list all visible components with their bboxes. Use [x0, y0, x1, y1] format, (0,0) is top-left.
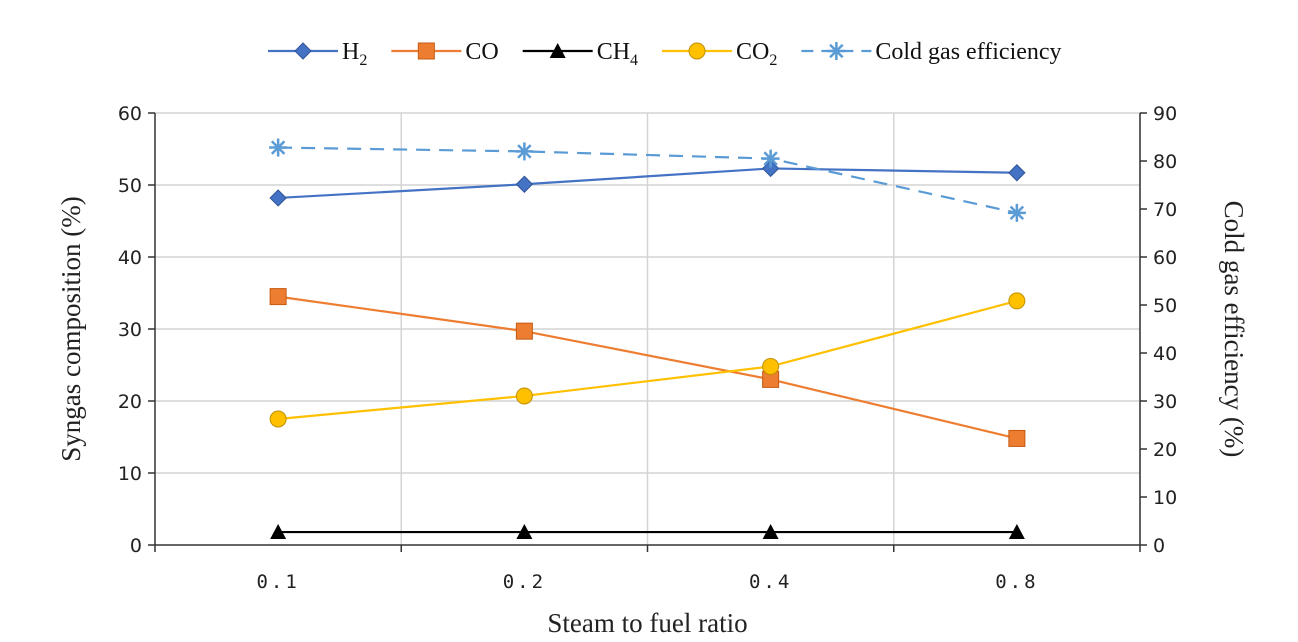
x-tick-label: 0.1 [256, 571, 299, 593]
series-line-h2 [278, 167, 1017, 200]
data-point-circle [762, 357, 780, 375]
y-tick-label: 0 [130, 535, 142, 557]
y2-tick-label: 30 [1153, 391, 1177, 413]
y-axis-title: Syngas composition (%) [56, 196, 86, 461]
y-tick-label: 60 [118, 103, 142, 125]
data-point-diamond [761, 159, 780, 178]
y-tick-label: 50 [118, 175, 142, 197]
data-point-triangle [270, 524, 287, 540]
series-line-co2 [278, 299, 1018, 421]
data-point-asterisk [761, 149, 780, 168]
data-point-circle [269, 410, 287, 428]
data-point-asterisk [515, 142, 534, 161]
legend-label: CO [465, 39, 498, 65]
data-point-triangle [1008, 524, 1025, 540]
data-point-triangle [762, 524, 779, 540]
grid [155, 112, 1141, 545]
legend-label: CO2 [736, 39, 777, 69]
y2-tick-label: 80 [1153, 151, 1177, 173]
y2-tick-label: 20 [1153, 439, 1177, 461]
data-point-circle [515, 387, 533, 405]
x-tick-label: 0.4 [749, 571, 792, 593]
series-line-co [277, 295, 1018, 440]
data-point-diamond [294, 42, 312, 60]
data-point-square [269, 288, 287, 306]
y2-axis-title: Cold gas efficiency (%) [1219, 201, 1249, 458]
data-point-circle [688, 42, 706, 60]
data-point-asterisk [269, 138, 288, 157]
y2-tick-label: 50 [1153, 295, 1177, 317]
y2-tick-label: 60 [1153, 247, 1177, 269]
legend: H2 CO CH4 CO2 Cold gas efficiency [268, 39, 1062, 69]
axes: 0 10 20 30 40 50 60 0 10 20 30 40 50 60 70 80 90 0.1 0.2 0.… [118, 103, 1177, 593]
y-tick-label: 10 [118, 463, 142, 485]
y2-tick-label: 10 [1153, 487, 1177, 509]
data-point-circle [1008, 292, 1026, 310]
x-tick-label: 0.8 [995, 571, 1038, 593]
y-tick-label: 20 [118, 391, 142, 413]
legend-label: Cold gas efficiency [875, 39, 1061, 65]
x-tick-label: 0.2 [503, 571, 546, 593]
data-point-asterisk [827, 42, 846, 60]
legend-label: H2 [342, 39, 367, 69]
plot-area [269, 138, 1026, 540]
y2-tick-label: 70 [1153, 199, 1177, 221]
data-point-diamond [269, 189, 287, 207]
series-line-cold-gas-efficiency [278, 146, 1018, 214]
data-point-square [515, 322, 533, 340]
legend-label: CH4 [597, 39, 638, 69]
y-tick-label: 40 [118, 247, 142, 269]
data-point-diamond [515, 175, 534, 193]
data-point-triangle [516, 524, 533, 540]
data-point-asterisk [1007, 203, 1026, 222]
y2-tick-label: 90 [1153, 103, 1177, 125]
data-point-triangle [549, 43, 566, 58]
y-tick-label: 30 [118, 319, 142, 341]
data-point-square [1008, 429, 1026, 447]
data-point-diamond [1008, 164, 1026, 182]
y2-tick-label: 0 [1153, 535, 1165, 557]
y2-tick-label: 40 [1153, 343, 1177, 365]
x-axis-title: Steam to fuel ratio [547, 608, 747, 638]
data-point-square [417, 42, 435, 60]
